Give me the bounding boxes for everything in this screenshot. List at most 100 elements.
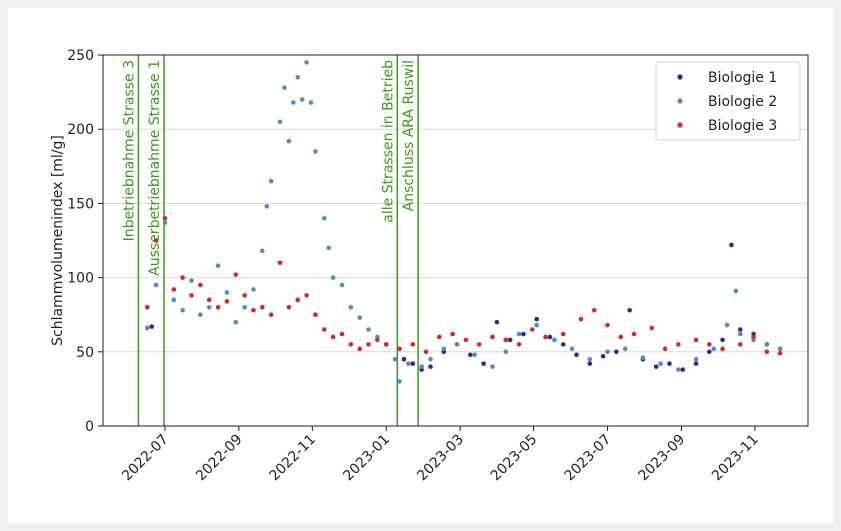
point	[627, 307, 632, 313]
legend-label: Biologie 2	[708, 94, 777, 110]
point	[366, 342, 371, 347]
point	[693, 356, 699, 362]
point	[304, 293, 309, 298]
point	[560, 342, 566, 347]
point	[450, 331, 455, 337]
point	[357, 346, 362, 352]
y-tick-label: 200	[67, 122, 94, 138]
point	[233, 272, 239, 277]
point	[277, 260, 283, 266]
point	[251, 307, 256, 313]
point	[295, 74, 301, 80]
point	[357, 315, 362, 320]
point	[481, 361, 486, 366]
point	[468, 352, 473, 358]
point	[291, 100, 296, 105]
point	[206, 304, 212, 310]
point	[516, 342, 522, 347]
point	[693, 361, 699, 366]
point	[547, 334, 553, 340]
point	[503, 349, 509, 355]
point	[605, 349, 610, 355]
point	[534, 322, 540, 328]
point	[189, 278, 194, 283]
point	[569, 346, 575, 352]
point	[198, 312, 203, 318]
point	[299, 97, 305, 102]
point	[286, 138, 292, 144]
point	[242, 304, 247, 310]
point	[224, 299, 230, 304]
point	[720, 337, 725, 343]
point	[560, 331, 566, 337]
point	[153, 238, 159, 243]
point	[348, 304, 354, 310]
point	[330, 275, 336, 280]
point	[162, 215, 168, 221]
legend-label: Biologie 1	[708, 70, 777, 86]
point	[437, 334, 442, 340]
annotation-text: Inbetriebnahme Strasse 3	[121, 60, 137, 241]
point	[383, 342, 389, 347]
point	[680, 367, 686, 372]
point	[206, 297, 212, 303]
point	[751, 334, 756, 340]
point	[676, 367, 681, 372]
point	[472, 352, 478, 358]
point	[578, 316, 584, 322]
point	[313, 149, 318, 154]
point	[658, 361, 663, 366]
point	[543, 334, 548, 340]
point	[162, 220, 168, 225]
point	[308, 100, 314, 105]
point	[313, 312, 318, 318]
point	[144, 304, 150, 310]
legend-marker	[677, 122, 683, 128]
point	[260, 248, 265, 254]
point	[330, 334, 336, 340]
annotation-text: alle Strassen in Betrieb	[380, 60, 396, 223]
point	[507, 337, 513, 343]
point	[441, 346, 447, 352]
point	[277, 119, 283, 125]
point	[419, 364, 424, 369]
point	[224, 290, 230, 295]
point	[149, 324, 154, 329]
annotation-text: Anschluss ARA Ruswil	[401, 60, 417, 211]
point	[144, 325, 150, 331]
y-tick-label: 50	[76, 345, 94, 361]
point	[264, 204, 270, 209]
point	[171, 287, 177, 292]
point	[649, 325, 655, 331]
point	[587, 356, 593, 362]
point	[423, 349, 429, 355]
point	[724, 322, 730, 328]
point	[406, 361, 411, 366]
point	[392, 356, 398, 362]
legend-label: Biologie 3	[708, 118, 777, 134]
point	[339, 331, 345, 337]
y-tick-label: 100	[67, 271, 94, 287]
y-tick-label: 150	[67, 196, 94, 212]
point	[180, 307, 185, 313]
legend-box	[655, 61, 801, 141]
point	[180, 275, 185, 280]
point	[463, 337, 469, 343]
point	[653, 364, 659, 369]
point	[286, 304, 292, 310]
point	[503, 337, 509, 343]
point	[707, 342, 712, 347]
point	[326, 245, 332, 251]
point	[640, 355, 646, 361]
point	[454, 342, 460, 347]
point	[521, 331, 526, 337]
point	[242, 293, 247, 298]
point	[737, 327, 743, 332]
point	[215, 304, 221, 310]
point	[764, 349, 770, 355]
point	[737, 331, 743, 337]
y-tick-label: 250	[67, 48, 94, 64]
legend-marker	[677, 98, 683, 104]
point	[720, 346, 725, 352]
